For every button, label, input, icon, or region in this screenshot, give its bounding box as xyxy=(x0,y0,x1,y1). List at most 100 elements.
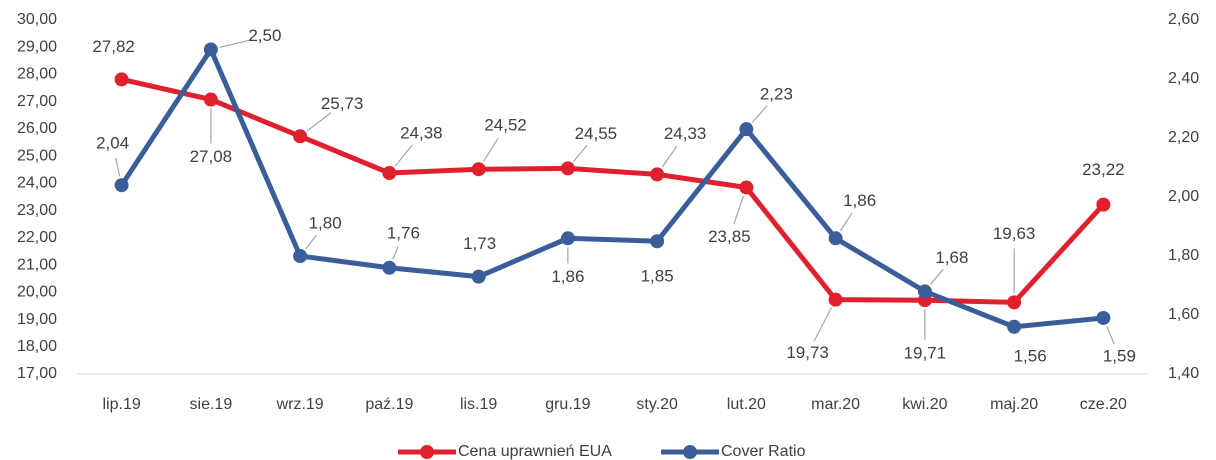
leader-line xyxy=(840,212,853,232)
leader-line xyxy=(219,39,252,48)
data-label: 2,23 xyxy=(760,85,793,104)
leader-line xyxy=(482,137,499,162)
point xyxy=(1096,197,1111,212)
leader-line xyxy=(813,307,833,342)
data-label: 24,55 xyxy=(575,124,618,143)
data-label: 24,33 xyxy=(664,124,707,143)
point xyxy=(917,284,932,299)
x-tick-label: wrz.19 xyxy=(276,396,324,413)
y-tick-label: 22,00 xyxy=(17,229,57,246)
leader-line xyxy=(930,268,944,285)
data-label: 1,86 xyxy=(551,267,584,286)
y-tick-label: 20,00 xyxy=(17,284,57,301)
point xyxy=(828,292,843,307)
leader-line xyxy=(306,112,332,132)
x-tick-label: cze.20 xyxy=(1080,396,1127,413)
x-tick-label: mar.20 xyxy=(811,396,860,413)
leader-line xyxy=(394,144,413,167)
y-tick-label: 30,00 xyxy=(17,11,57,28)
point xyxy=(293,129,308,144)
x-tick-label: sty.20 xyxy=(636,396,678,413)
y2-tick-label: 1,60 xyxy=(1168,306,1199,323)
data-label: 23,22 xyxy=(1082,160,1125,179)
x-tick-label: paź.19 xyxy=(365,396,413,413)
point xyxy=(828,231,843,246)
data-label: 25,73 xyxy=(321,94,364,113)
y-tick-label: 29,00 xyxy=(17,38,57,55)
point xyxy=(650,234,665,249)
point xyxy=(739,180,754,195)
y2-tick-label: 1,80 xyxy=(1168,247,1199,264)
leader-line xyxy=(733,195,745,225)
data-label: 1,86 xyxy=(843,191,876,210)
leader-line xyxy=(115,157,121,177)
data-label: 1,73 xyxy=(463,234,496,253)
x-tick-label: sie.19 xyxy=(190,396,233,413)
y2-tick-label: 2,20 xyxy=(1168,129,1199,146)
y-tick-label: 19,00 xyxy=(17,311,57,328)
point xyxy=(203,42,218,57)
data-label: 27,08 xyxy=(190,147,233,166)
y-tick-label: 18,00 xyxy=(17,338,57,355)
y-tick-label: 23,00 xyxy=(17,202,57,219)
line-series xyxy=(119,44,1104,330)
point xyxy=(560,161,575,176)
data-label: 27,82 xyxy=(92,37,135,56)
leader-line xyxy=(573,144,588,162)
leader-line xyxy=(751,105,768,123)
point xyxy=(114,72,129,87)
point xyxy=(114,178,129,193)
data-label: 1,80 xyxy=(309,213,342,232)
legend-label: Cena uprawnień EUA xyxy=(458,443,612,460)
leader-line xyxy=(661,145,678,168)
data-label: 24,52 xyxy=(484,116,527,135)
data-label: 24,38 xyxy=(400,124,443,143)
y-tick-label: 27,00 xyxy=(17,93,57,110)
x-tick-label: lut.20 xyxy=(727,396,766,413)
data-label: 19,73 xyxy=(786,343,829,362)
leader-line xyxy=(392,246,399,260)
point xyxy=(471,162,486,177)
x-tick-label: kwi.20 xyxy=(902,396,947,413)
y2-tick-label: 2,60 xyxy=(1168,11,1199,28)
data-label: 23,85 xyxy=(708,227,751,246)
data-label: 1,59 xyxy=(1103,346,1136,365)
y2-tick-label: 2,40 xyxy=(1168,70,1199,87)
point xyxy=(739,122,754,137)
legend-label: Cover Ratio xyxy=(721,443,806,460)
x-tick-label: gru.19 xyxy=(545,396,590,413)
point xyxy=(471,269,486,284)
legend-marker xyxy=(683,445,697,459)
point xyxy=(293,249,308,263)
point xyxy=(1007,319,1022,334)
point xyxy=(203,92,218,107)
y-tick-label: 24,00 xyxy=(17,175,57,192)
data-label: 1,76 xyxy=(387,223,420,242)
x-tick-label: lip.19 xyxy=(103,396,141,413)
leader-line xyxy=(1106,326,1115,345)
y2-tick-label: 1,40 xyxy=(1168,365,1199,382)
point xyxy=(382,166,397,181)
leader-line xyxy=(305,234,317,250)
data-label: 19,71 xyxy=(904,344,947,363)
data-label: 2,50 xyxy=(248,26,281,45)
x-tick-label: lis.19 xyxy=(460,396,497,413)
y-tick-label: 21,00 xyxy=(17,256,57,273)
data-label: 1,56 xyxy=(1014,346,1047,365)
legend-marker xyxy=(420,445,434,459)
y-tick-label: 17,00 xyxy=(17,365,57,382)
x-tick-label: maj.20 xyxy=(990,396,1038,413)
y-tick-label: 25,00 xyxy=(17,147,57,164)
data-label: 19,63 xyxy=(993,224,1036,243)
point xyxy=(1007,295,1022,310)
data-label: 1,85 xyxy=(641,267,674,286)
point xyxy=(1096,310,1111,325)
point xyxy=(382,260,397,275)
point xyxy=(650,167,665,182)
line-series xyxy=(121,76,1106,305)
y-tick-label: 26,00 xyxy=(17,120,57,137)
point xyxy=(560,231,575,246)
data-label: 1,68 xyxy=(935,248,968,267)
data-label: 2,04 xyxy=(96,134,129,153)
